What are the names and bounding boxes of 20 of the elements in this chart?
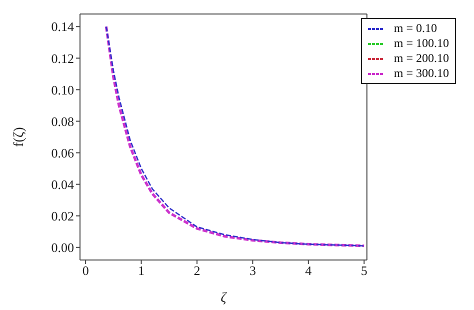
x-axis-title: ζ [220, 291, 228, 306]
x-tick-label: 0 [82, 263, 89, 278]
legend-label: m = 300.10 [394, 66, 449, 81]
y-tick-label: 0.12 [51, 50, 74, 66]
y-tick-label: 0.14 [51, 19, 74, 34]
x-tick-label: 1 [138, 263, 145, 278]
legend-label: m = 0.10 [394, 21, 437, 36]
y-tick-label: 0.02 [51, 208, 74, 224]
legend-label: m = 200.10 [394, 51, 449, 66]
y-tick-label: 0.10 [51, 82, 74, 98]
x-tick-label: 3 [249, 263, 256, 278]
y-axis-title: f(ζ) [12, 126, 27, 147]
y-tick-label: 0.06 [51, 145, 74, 160]
x-tick-label: 5 [360, 263, 368, 278]
y-tick-label: 0.04 [51, 176, 74, 192]
x-tick-label: 2 [194, 263, 200, 278]
y-tick-label: 0.08 [51, 114, 74, 129]
x-tick-label: 4 [305, 263, 312, 278]
legend-label: m = 100.10 [394, 36, 449, 51]
y-tick-label: 0.00 [51, 240, 74, 255]
